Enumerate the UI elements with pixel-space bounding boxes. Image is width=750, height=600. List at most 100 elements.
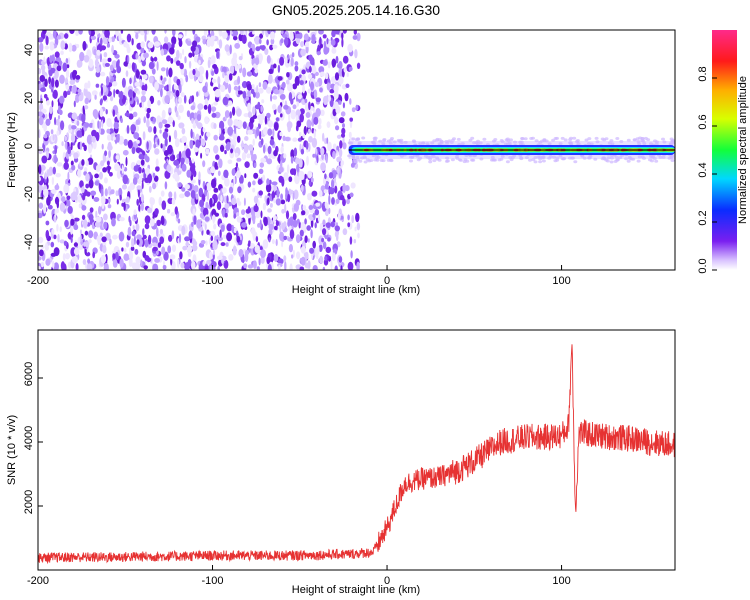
heatmap-cell (111, 36, 115, 43)
heatmap-cell (244, 173, 247, 179)
heatmap-cell (58, 95, 65, 104)
heatmap-cell (184, 190, 191, 197)
heatmap-cell (170, 212, 176, 217)
heatmap-cell (103, 262, 109, 270)
heatmap-cell (153, 143, 156, 149)
heatmap-cell (229, 111, 232, 119)
heatmap-cell (205, 240, 208, 246)
heatmap-cell (311, 65, 317, 74)
heatmap-cell (87, 144, 93, 154)
heatmap-cell (139, 78, 143, 88)
heatmap-cell (331, 179, 335, 189)
heatmap-cell (242, 121, 247, 129)
heatmap-cell (51, 260, 55, 269)
heatmap-cell (299, 113, 305, 123)
heatmap-cell (141, 84, 146, 91)
heatmap-cell (241, 81, 248, 89)
heatmap-cell (307, 260, 311, 270)
heatmap-cell (46, 31, 52, 37)
heatmap-cell (135, 119, 141, 125)
heatmap-cell (152, 182, 157, 190)
heatmap-cell (256, 266, 260, 270)
heatmap-cell (50, 241, 55, 248)
heatmap-cell (220, 224, 225, 232)
heatmap-cell (230, 148, 234, 154)
heatmap-cell (206, 131, 211, 138)
heatmap-cell (193, 112, 198, 119)
heatmap-cell (173, 159, 180, 166)
heatmap-cell (654, 142, 659, 146)
heatmap-cell (269, 44, 274, 51)
heatmap-cell (154, 258, 161, 263)
heatmap-cell (87, 258, 91, 264)
heatmap-cell (304, 173, 307, 180)
heatmap-cell (100, 160, 105, 167)
heatmap-cell (51, 229, 55, 235)
heatmap-cell (50, 67, 56, 74)
heatmap-cell (238, 249, 244, 258)
heatmap-cell (86, 134, 93, 145)
heatmap-cell (255, 46, 261, 52)
heatmap-cell (349, 119, 353, 129)
heatmap-cell (163, 251, 169, 261)
heatmap-cell (310, 81, 314, 91)
heatmap-cell (127, 139, 133, 149)
heatmap-cell (328, 172, 334, 179)
heatmap-cell (329, 89, 335, 94)
heatmap-cell (609, 139, 614, 143)
heatmap-cell (253, 205, 259, 213)
heatmap-cell (171, 244, 177, 252)
snr-y-tick-label: 6000 (23, 362, 35, 386)
heatmap-cell (223, 169, 229, 178)
heatmap-cell (161, 119, 168, 125)
heatmap-cell (229, 44, 232, 55)
heatmap-cell (258, 87, 264, 94)
heatmap-cell (104, 188, 108, 197)
heatmap-cell (222, 66, 227, 73)
heatmap-cell (382, 138, 387, 141)
heatmap-cell (89, 207, 94, 213)
heatmap-cell (123, 61, 129, 67)
heatmap-cell (54, 117, 57, 126)
heatmap-cell (281, 240, 284, 248)
heatmap-cell (85, 173, 90, 182)
heatmap-cell (297, 94, 302, 100)
snr-panel: -200 -100 0 100 2000 4000 6000 Height of stra… (6, 329, 676, 596)
heatmap-cell (175, 97, 178, 108)
heatmap-cell (43, 188, 49, 197)
heatmap-cell (140, 202, 144, 212)
heatmap-cell (349, 141, 354, 145)
heatmap-cell (219, 84, 226, 93)
heatmap-cell (113, 121, 120, 130)
heatmap-cell (246, 71, 253, 77)
heatmap-cell (267, 197, 270, 205)
heatmap-cell (203, 104, 208, 110)
heatmap-cell (92, 109, 99, 118)
heatmap-cell (185, 157, 190, 165)
heatmap-cell (306, 225, 312, 231)
heatmap-cell (258, 55, 263, 65)
heatmap-cell (71, 256, 78, 264)
heatmap-cell (388, 158, 393, 162)
heatmap-cell (306, 155, 309, 166)
heatmap-cell (314, 209, 320, 216)
heatmap-cell (168, 67, 173, 78)
heatmap-cell (134, 248, 139, 255)
heatmap-cell (318, 66, 325, 74)
heatmap-cell (234, 42, 241, 49)
heatmap-cell (335, 222, 338, 227)
heatmap-cell (54, 184, 60, 191)
heatmap-cell (280, 146, 284, 154)
colorbar-label: Normalized spectral amplitude (737, 76, 749, 224)
heatmap-cell (614, 155, 619, 159)
heatmap-cell (304, 98, 308, 103)
heatmap-cell (213, 101, 218, 106)
heatmap-cell (75, 95, 80, 103)
heatmap-cell (410, 155, 415, 159)
heatmap-cell (65, 69, 70, 79)
heatmap-cell (316, 155, 319, 164)
heatmap-cell (96, 164, 101, 171)
heatmap-cell (140, 159, 145, 166)
heatmap-cell (319, 222, 324, 232)
heatmap-cell (593, 157, 598, 161)
